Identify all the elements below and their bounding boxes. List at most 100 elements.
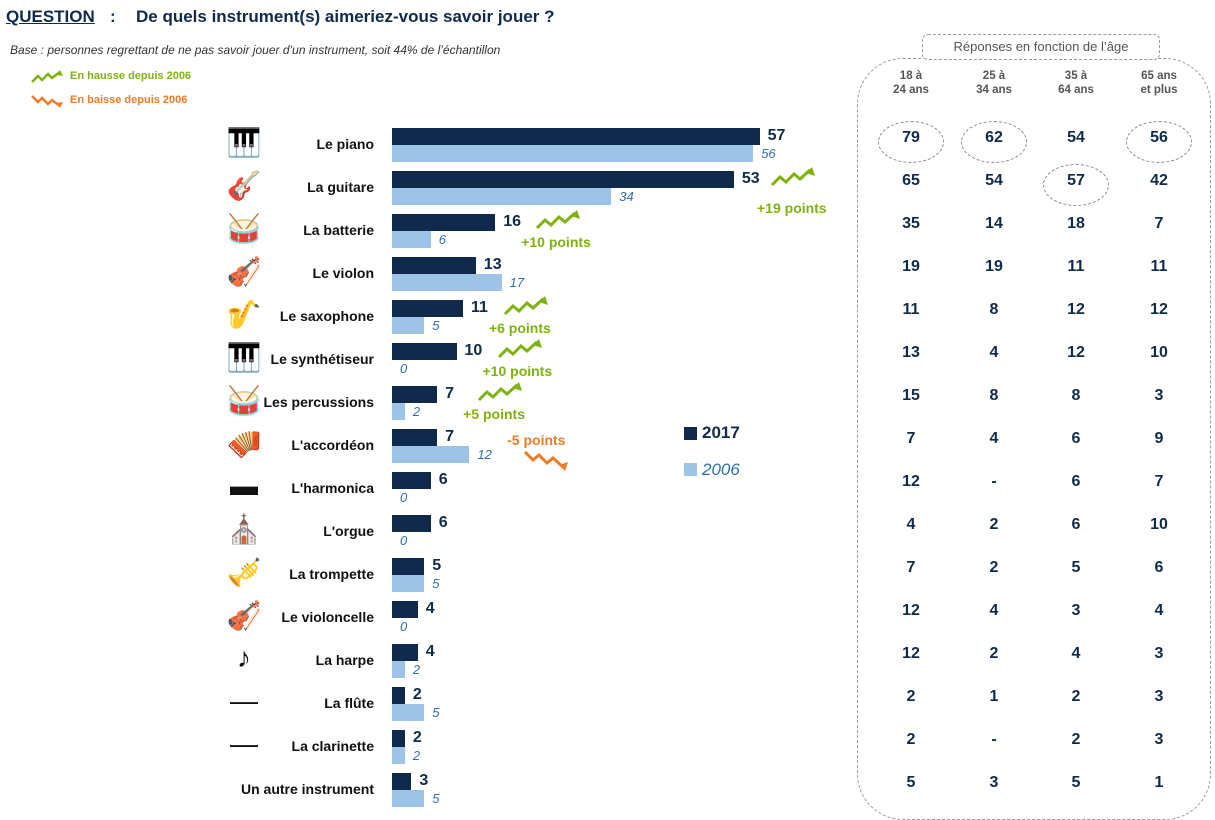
age-table-cell: 3 bbox=[1154, 731, 1164, 748]
age-column-header: 35 à 64 ans bbox=[1036, 69, 1116, 97]
bar-2017 bbox=[392, 257, 476, 274]
accordion-icon: 🪗 bbox=[226, 428, 262, 459]
question-colon: : bbox=[110, 7, 116, 26]
violin-icon: 🎻 bbox=[226, 256, 262, 287]
value-label-2006: 34 bbox=[619, 189, 634, 204]
bar-2017 bbox=[392, 644, 418, 661]
base-note: Base : personnes regrettant de ne pas sa… bbox=[10, 43, 501, 57]
trend-up-arrow-icon bbox=[770, 167, 815, 187]
highlight-circle bbox=[878, 121, 944, 163]
age-table-cell: 2 bbox=[1071, 688, 1081, 705]
category-label: La trompette bbox=[289, 566, 374, 582]
value-label-2006: 0 bbox=[400, 533, 408, 548]
organ-icon: ⛪ bbox=[226, 514, 262, 545]
age-table-cell: 8 bbox=[1071, 387, 1081, 404]
age-table-cell: 11 bbox=[1150, 258, 1168, 275]
age-table-cell: - bbox=[991, 731, 997, 748]
bar-2017 bbox=[392, 300, 463, 317]
age-table-cell: 12 bbox=[1067, 301, 1085, 318]
trend-up-arrow-icon bbox=[503, 296, 548, 316]
bar-2017 bbox=[392, 515, 431, 532]
value-label-2017: 10 bbox=[464, 342, 483, 359]
bar-2006 bbox=[392, 661, 405, 678]
category-label: L'orgue bbox=[323, 523, 374, 539]
age-table-cell: - bbox=[991, 473, 997, 490]
age-table-cell: 11 bbox=[902, 301, 920, 318]
bar-2017 bbox=[392, 386, 438, 403]
age-table-cell: 6 bbox=[1154, 559, 1164, 576]
value-label-2006: 6 bbox=[438, 232, 446, 247]
age-table-cell: 35 bbox=[902, 215, 920, 232]
age-table-cell: 57 bbox=[1067, 172, 1085, 189]
question-label: QUESTION bbox=[6, 7, 95, 26]
value-label-2006: 2 bbox=[412, 748, 421, 763]
drum-icon: 🥁 bbox=[226, 385, 262, 416]
value-label-2006: 0 bbox=[400, 490, 408, 505]
value-label-2017: 6 bbox=[438, 471, 448, 488]
category-label: L'harmonica bbox=[291, 480, 374, 496]
legend-swatch-2017 bbox=[684, 427, 697, 440]
value-label-2017: 7 bbox=[445, 385, 455, 402]
value-label-2017: 13 bbox=[483, 256, 502, 273]
bar-2006 bbox=[392, 747, 405, 764]
category-label: Le violoncelle bbox=[281, 609, 374, 625]
age-header-line: 25 à bbox=[982, 70, 1006, 82]
piano-icon: 🎹 bbox=[226, 127, 262, 158]
age-table-cell: 3 bbox=[989, 774, 999, 791]
age-table-cell: 1 bbox=[1154, 774, 1164, 791]
category-label: Le violon bbox=[312, 265, 374, 281]
value-label-2017: 53 bbox=[741, 170, 760, 187]
saxophone-icon: 🎷 bbox=[226, 299, 262, 330]
age-table-cell: 3 bbox=[1071, 602, 1081, 619]
highlight-circle bbox=[961, 121, 1027, 163]
legend-swatch-2006 bbox=[684, 463, 697, 476]
trend-up-arrow-icon bbox=[478, 382, 523, 402]
age-table-cell: 6 bbox=[1071, 516, 1081, 533]
category-label: La batterie bbox=[303, 222, 374, 238]
category-label: La harpe bbox=[315, 652, 374, 668]
age-table-cell: 7 bbox=[1154, 473, 1164, 490]
age-table-cell: 12 bbox=[902, 645, 920, 662]
age-table-cell: 9 bbox=[1154, 430, 1164, 447]
trend-down-icon bbox=[31, 95, 63, 108]
age-table-cell: 19 bbox=[985, 258, 1003, 275]
age-header-line: et plus bbox=[1140, 84, 1178, 96]
age-table-cell: 4 bbox=[989, 602, 999, 619]
value-label-2006: 12 bbox=[477, 447, 492, 462]
bar-2017 bbox=[392, 601, 418, 618]
age-table-cell: 5 bbox=[1071, 774, 1081, 791]
legend-label-2006: 2006 bbox=[702, 460, 740, 479]
harmonica-icon: ▬ bbox=[230, 470, 258, 501]
age-table-cell: 2 bbox=[1071, 731, 1081, 748]
bar-2006 bbox=[392, 274, 502, 291]
value-label-2017: 16 bbox=[503, 213, 521, 230]
legend-label-2017: 2017 bbox=[702, 423, 740, 442]
age-table-cell: 4 bbox=[989, 430, 999, 447]
age-column-header: 65 ans et plus bbox=[1119, 69, 1199, 97]
age-header-line: 65 ans bbox=[1141, 70, 1177, 82]
trend-points-label: +10 points bbox=[521, 234, 591, 250]
age-table-cell: 65 bbox=[902, 172, 920, 189]
age-table-cell: 10 bbox=[1150, 344, 1168, 361]
age-header-line: 64 ans bbox=[1058, 84, 1094, 96]
clarinet-icon: ― bbox=[230, 728, 258, 759]
age-table-cell: 2 bbox=[989, 516, 999, 533]
trend-up-arrow-icon bbox=[497, 339, 542, 359]
highlight-circle bbox=[1126, 121, 1192, 163]
age-table-cell: 4 bbox=[989, 344, 999, 361]
age-table-cell: 7 bbox=[906, 430, 916, 447]
bar-2006 bbox=[392, 145, 754, 162]
age-table-cell: 15 bbox=[902, 387, 920, 404]
value-label-2006: 5 bbox=[432, 791, 440, 806]
age-table-cell: 42 bbox=[1150, 172, 1168, 189]
bar-2006 bbox=[392, 317, 425, 334]
trumpet-icon: 🎺 bbox=[226, 557, 262, 588]
value-label-2006: 5 bbox=[432, 318, 440, 333]
age-table-cell: 54 bbox=[985, 172, 1003, 189]
bar-2017 bbox=[392, 171, 734, 188]
cello-icon: 🎻 bbox=[226, 600, 262, 631]
value-label-2006: 17 bbox=[509, 275, 525, 290]
age-table-cell: 6 bbox=[1071, 430, 1081, 447]
value-label-2017: 3 bbox=[419, 772, 429, 789]
value-label-2006: 5 bbox=[432, 576, 440, 591]
